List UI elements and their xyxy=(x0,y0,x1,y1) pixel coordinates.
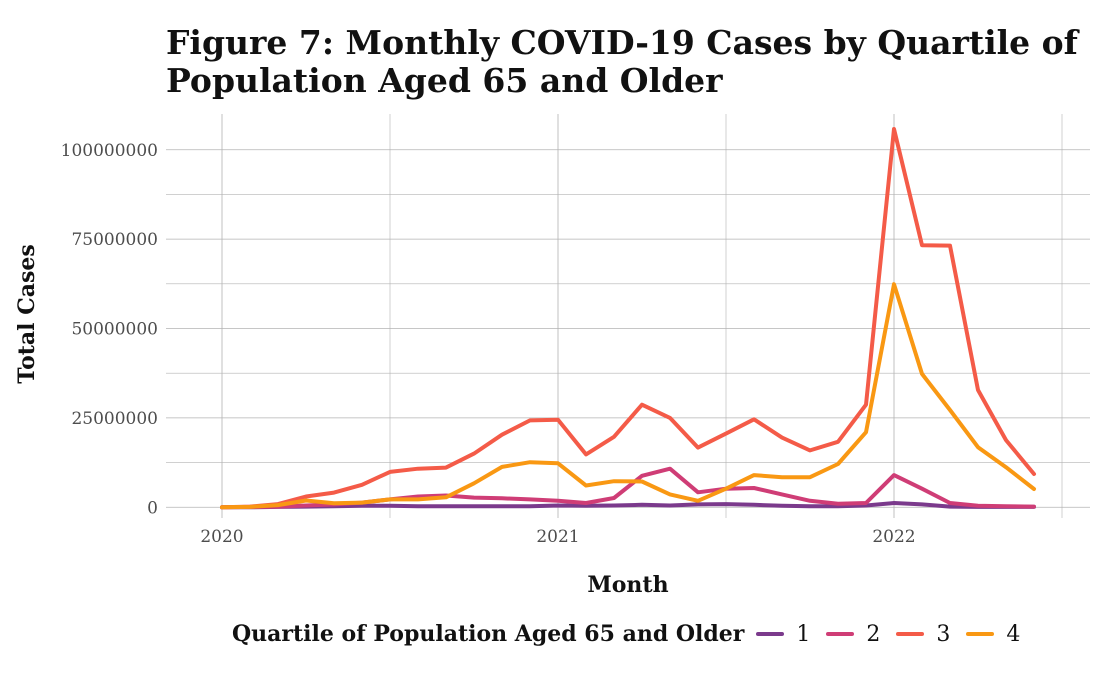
legend-swatch-2 xyxy=(826,632,855,636)
legend-label-1: 1 xyxy=(796,621,811,647)
legend-item-1: 1 xyxy=(756,622,810,647)
series-layer xyxy=(220,127,1036,510)
x-tick-label: 2020 xyxy=(200,527,243,547)
y-tick-label: 25000000 xyxy=(71,409,158,429)
tick-label-layer: 0 25000000 50000000 75000000 100000000 2020 20… xyxy=(61,141,916,547)
chart-title: Figure 7: Monthly COVID-19 Cases by Quar… xyxy=(166,24,1086,100)
legend: Quartile of Population Aged 65 and Older… xyxy=(232,616,1036,652)
series-line-1 xyxy=(220,501,1036,510)
y-tick-label: 0 xyxy=(147,498,158,518)
legend-title: Quartile of Population Aged 65 and Older xyxy=(232,621,745,647)
x-tick-label: 2021 xyxy=(536,527,579,547)
x-tick-label: 2022 xyxy=(872,527,915,547)
legend-swatch-4 xyxy=(966,632,995,636)
legend-label-2: 2 xyxy=(866,621,881,647)
grid-layer xyxy=(166,114,1090,518)
legend-label-4: 4 xyxy=(1006,621,1021,647)
legend-label-3: 3 xyxy=(936,621,951,647)
legend-swatch-3 xyxy=(896,632,925,636)
y-tick-label: 50000000 xyxy=(71,320,158,340)
series-line-4 xyxy=(220,282,1036,510)
y-tick-label: 100000000 xyxy=(61,141,158,161)
x-axis-title: Month xyxy=(587,572,668,598)
chart-title-line-2: Population Aged 65 and Older xyxy=(166,61,723,100)
legend-item-4: 4 xyxy=(966,622,1020,647)
legend-item-2: 2 xyxy=(826,622,880,647)
y-axis-title: Total Cases xyxy=(14,244,40,384)
legend-item-3: 3 xyxy=(896,622,950,647)
series-line-3 xyxy=(220,127,1036,510)
legend-swatch-1 xyxy=(756,632,785,636)
y-tick-label: 75000000 xyxy=(71,230,158,250)
chart-title-line-1: Figure 7: Monthly COVID-19 Cases by Quar… xyxy=(166,23,1078,62)
